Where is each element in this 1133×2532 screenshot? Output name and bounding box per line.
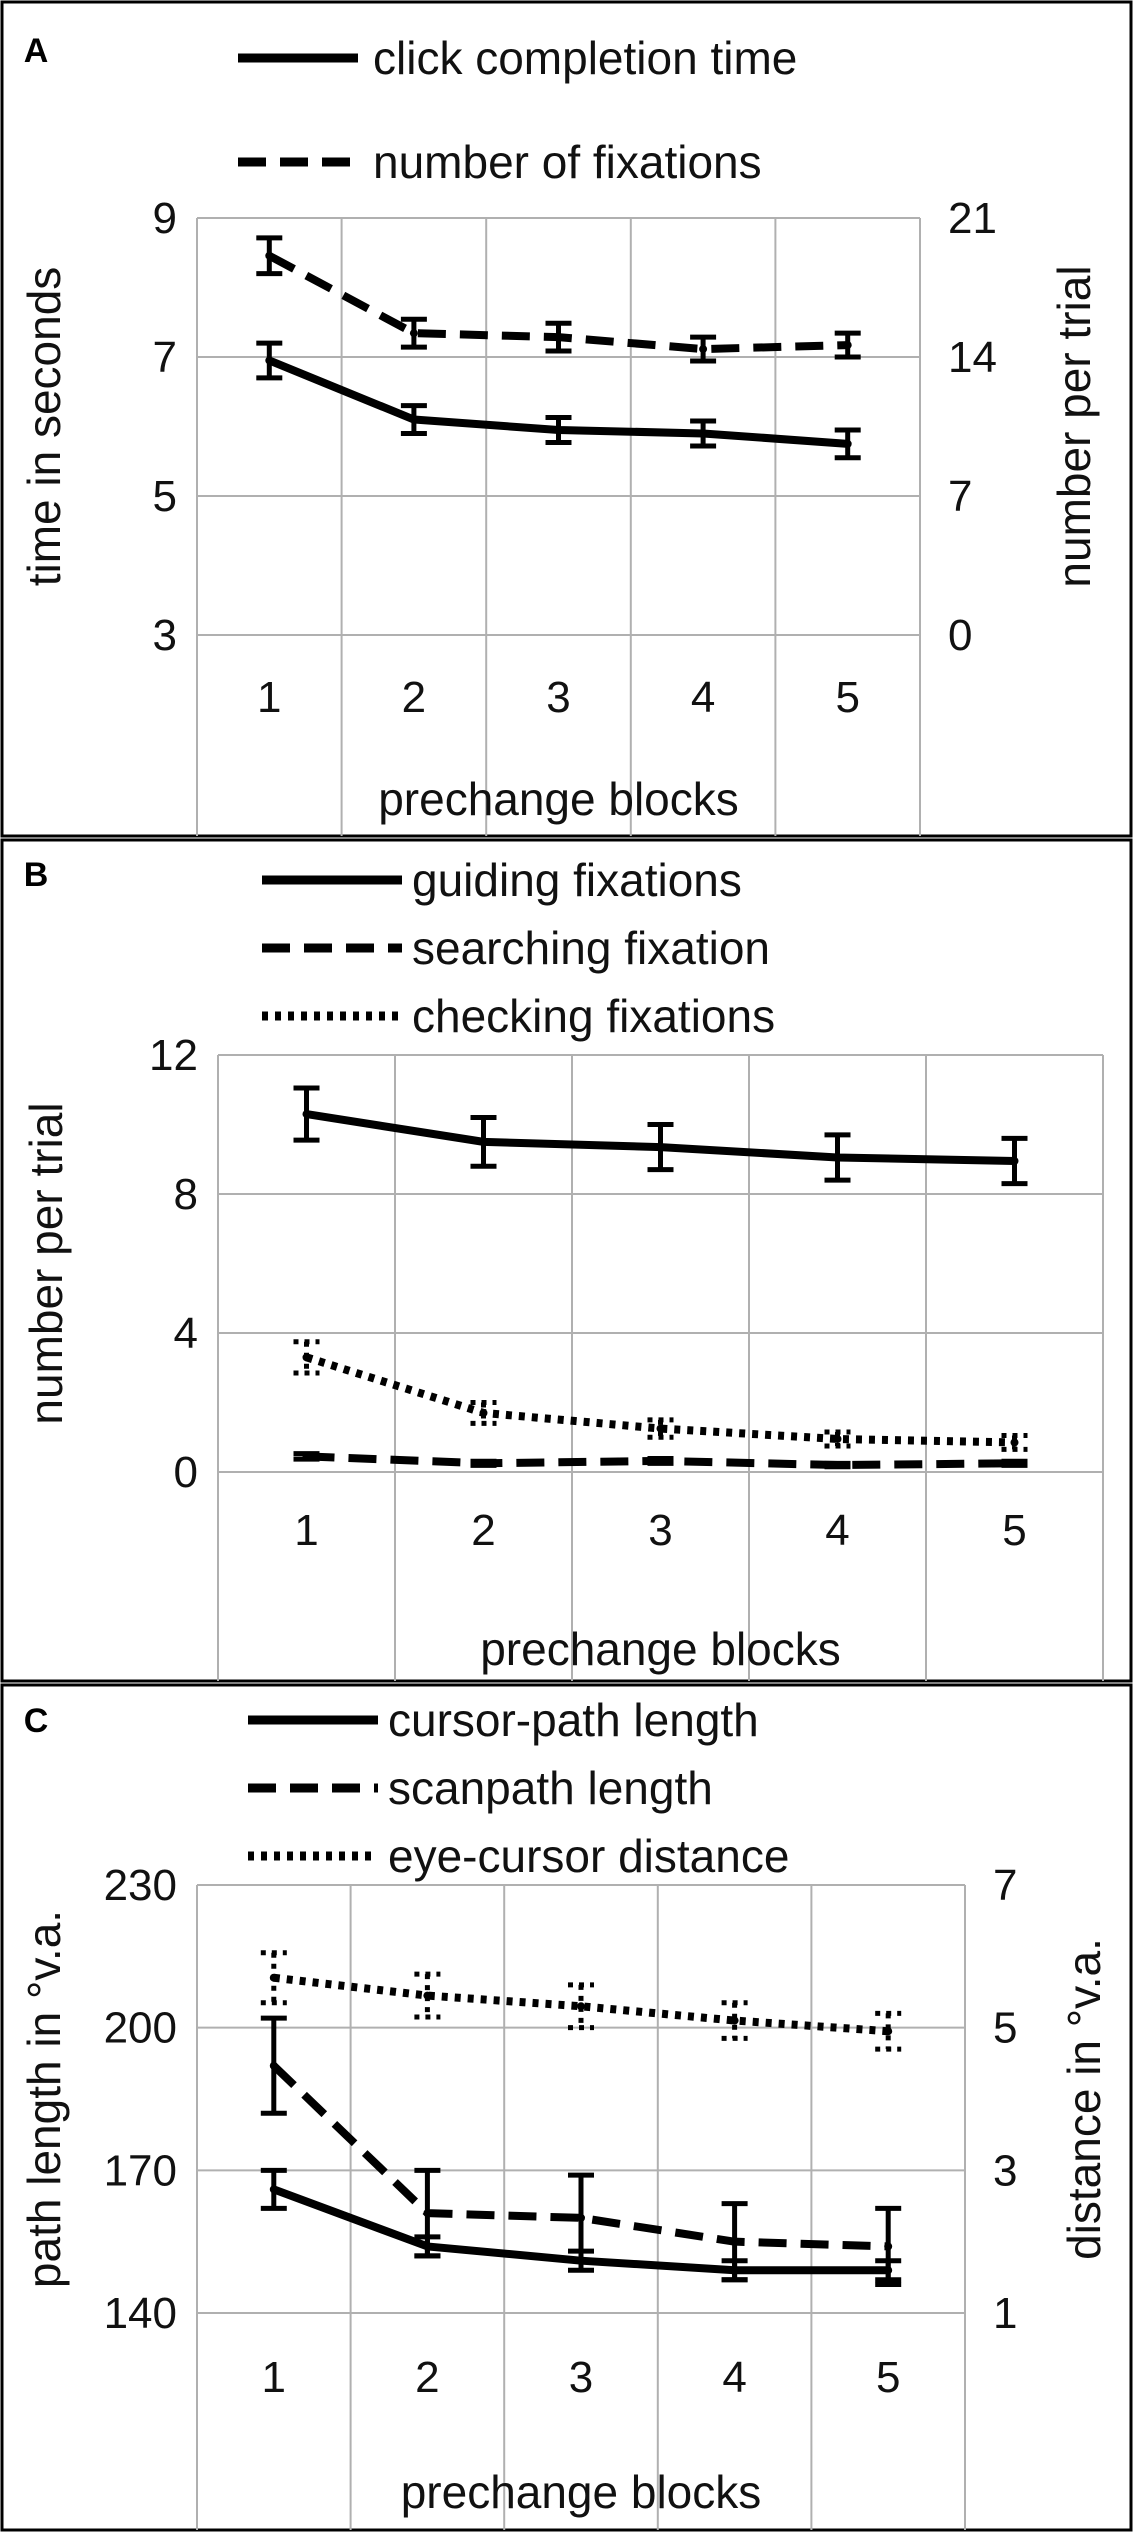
y-right-tick-label: 21 xyxy=(948,194,997,243)
x-tick-label: 5 xyxy=(835,673,859,722)
legend-label: number of fixations xyxy=(373,136,762,188)
data-point xyxy=(884,2242,893,2251)
legend-label: checking fixations xyxy=(412,990,775,1042)
data-point xyxy=(265,356,274,365)
x-tick-label: 2 xyxy=(471,1506,495,1555)
data-point xyxy=(1010,1156,1019,1165)
y-right-tick-label: 3 xyxy=(993,2146,1017,2195)
series-line xyxy=(305,1353,1015,1447)
data-point xyxy=(843,439,852,448)
y-left-tick-label: 5 xyxy=(153,472,177,521)
data-point xyxy=(577,2213,585,2222)
x-tick-label: 1 xyxy=(262,2353,286,2402)
data-point xyxy=(269,2061,278,2070)
y-left-tick-label: 140 xyxy=(104,2289,177,2338)
data-point xyxy=(833,1461,842,1470)
data-point xyxy=(479,1459,488,1468)
y-left-axis-label: number per trial xyxy=(20,1102,72,1424)
legend-label: guiding fixations xyxy=(412,854,742,906)
panel-letter: B xyxy=(24,856,49,894)
y-left-tick-label: 230 xyxy=(104,1861,177,1910)
data-point xyxy=(554,425,563,434)
data-point xyxy=(833,1153,842,1162)
x-tick-label: 5 xyxy=(876,2353,900,2402)
panel-border xyxy=(0,838,1133,1683)
x-tick-label: 1 xyxy=(257,673,281,722)
x-tick-label: 3 xyxy=(546,673,570,722)
y-right-tick-label: 0 xyxy=(948,611,972,660)
panel-letter: A xyxy=(24,32,49,70)
y-right-tick-label: 5 xyxy=(993,2004,1017,2053)
data-point xyxy=(577,2002,585,2011)
y-right-tick-label: 14 xyxy=(948,333,997,382)
data-point xyxy=(302,1452,311,1461)
legend-label: eye-cursor distance xyxy=(388,1830,789,1882)
data-point xyxy=(409,329,418,338)
data-point xyxy=(479,1137,488,1146)
legend-label: searching fixation xyxy=(412,922,770,974)
y-right-tick-label: 1 xyxy=(993,2289,1017,2338)
y-left-tick-label: 12 xyxy=(149,1031,198,1080)
data-point xyxy=(730,2016,739,2025)
data-point xyxy=(699,345,708,354)
data-point xyxy=(302,1110,311,1119)
x-axis-label: prechange blocks xyxy=(378,773,739,825)
data-point xyxy=(423,1991,432,2000)
data-point xyxy=(884,2027,893,2036)
x-tick-label: 4 xyxy=(825,1506,849,1555)
x-tick-label: 4 xyxy=(722,2353,746,2402)
legend-label: cursor-path length xyxy=(388,1694,759,1746)
x-axis-label: prechange blocks xyxy=(480,1623,841,1675)
y-right-axis-label: number per trial xyxy=(1048,265,1100,587)
data-point xyxy=(1010,1459,1019,1468)
x-tick-label: 4 xyxy=(691,673,715,722)
legend-label: click completion time xyxy=(373,32,797,84)
y-left-tick-label: 3 xyxy=(153,611,177,660)
x-axis-label: prechange blocks xyxy=(401,2466,762,2518)
series-line xyxy=(271,2062,889,2251)
data-point xyxy=(843,341,852,350)
panel-border xyxy=(0,0,1133,838)
y-left-tick-label: 4 xyxy=(174,1309,198,1358)
x-tick-label: 5 xyxy=(1002,1506,1026,1555)
data-point xyxy=(656,1143,665,1152)
y-left-tick-label: 0 xyxy=(174,1448,198,1497)
y-left-tick-label: 9 xyxy=(153,194,177,243)
x-tick-label: 1 xyxy=(294,1506,318,1555)
data-point xyxy=(554,333,563,342)
y-right-axis-label: distance in °v.a. xyxy=(1058,1938,1110,2260)
data-point xyxy=(1010,1438,1019,1447)
data-point xyxy=(730,2237,739,2246)
y-left-axis-label: path length in °v.a. xyxy=(18,1910,70,2288)
data-point xyxy=(833,1434,842,1443)
data-point xyxy=(269,2185,278,2194)
data-point xyxy=(265,251,274,260)
panel-letter: C xyxy=(24,1702,49,1740)
x-tick-label: 2 xyxy=(402,673,426,722)
y-right-tick-label: 7 xyxy=(993,1861,1017,1910)
x-tick-label: 2 xyxy=(415,2353,439,2402)
y-left-tick-label: 200 xyxy=(104,2004,177,2053)
y-left-tick-label: 170 xyxy=(104,2146,177,2195)
y-right-tick-label: 7 xyxy=(948,472,972,521)
data-point xyxy=(479,1408,488,1417)
y-left-tick-label: 8 xyxy=(174,1170,198,1219)
panel-border xyxy=(0,1683,1133,2532)
x-tick-label: 3 xyxy=(569,2353,593,2402)
data-point xyxy=(269,1973,278,1982)
legend-label: scanpath length xyxy=(388,1762,713,1814)
data-point xyxy=(699,429,708,438)
y-left-tick-label: 7 xyxy=(153,333,177,382)
y-left-axis-label: time in seconds xyxy=(18,267,70,587)
data-point xyxy=(656,1424,665,1433)
x-tick-label: 3 xyxy=(648,1506,672,1555)
data-point xyxy=(423,2209,432,2218)
data-point xyxy=(302,1353,311,1362)
data-point xyxy=(409,415,418,424)
data-point xyxy=(656,1456,665,1465)
